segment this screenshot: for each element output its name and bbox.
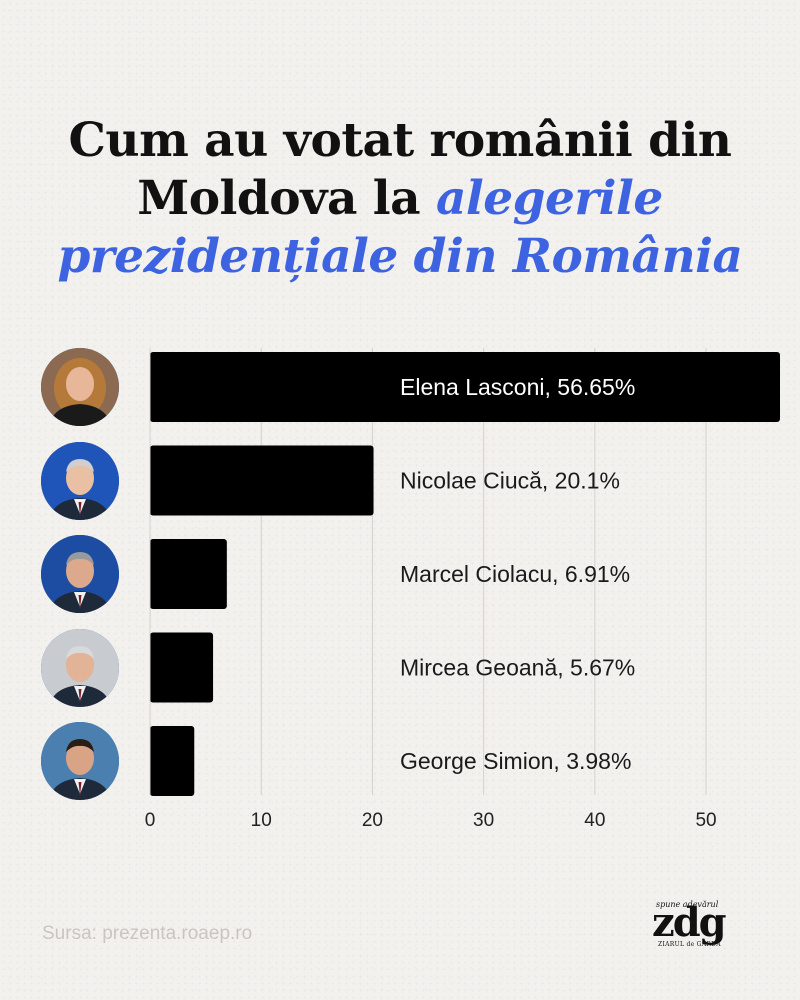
bar-0	[150, 352, 780, 422]
logo-wordmark: zdg	[652, 899, 727, 946]
chart-title: Cum au votat românii din Moldova la aleg…	[0, 112, 800, 286]
x-tick-label: 40	[584, 810, 605, 831]
man-portrait-icon	[41, 628, 119, 707]
x-tick-label: 0	[145, 810, 156, 831]
bar-4	[150, 726, 195, 796]
title-line-3-highlight: prezidențiale din România	[57, 229, 743, 284]
man-portrait-icon	[41, 722, 119, 800]
bar-chart: 0 10 20 30 40 50 Elena Lasconi, 56.65% Nicolae …	[145, 348, 780, 831]
data-label-0: Elena Lasconi, 56.65%	[400, 374, 635, 400]
data-label-3: Mircea Geoană, 5.67%	[400, 655, 635, 681]
bar-2	[150, 539, 227, 609]
x-tick-label: 10	[251, 810, 272, 831]
woman-portrait-icon	[41, 348, 119, 426]
title-line-2-highlight: alegerile	[435, 171, 663, 226]
title-line-1: Cum au votat românii din	[68, 113, 732, 168]
x-tick-label: 20	[362, 810, 383, 831]
data-label-1: Nicolae Ciucă, 20.1%	[400, 468, 620, 494]
man-portrait-icon	[41, 441, 119, 520]
data-label-4: George Simion, 3.98%	[400, 748, 631, 774]
source-note: Sursa: prezenta.roaep.ro	[42, 923, 253, 944]
data-label-2: Marcel Ciolacu, 6.91%	[400, 561, 630, 587]
logo-subtitle: ZIARUL de GARDĂ	[658, 941, 721, 948]
man-portrait-icon	[41, 535, 119, 613]
title-line-2-plain: Moldova la	[137, 171, 436, 226]
x-tick-label: 30	[473, 810, 494, 831]
x-tick-label: 50	[695, 810, 716, 831]
bar-1	[150, 445, 374, 516]
zdg-logo: spune adevărul zdg ZIARUL de GARDĂ	[648, 895, 744, 955]
logo-tagline: spune adevărul	[656, 900, 719, 909]
bar-3	[150, 632, 214, 703]
